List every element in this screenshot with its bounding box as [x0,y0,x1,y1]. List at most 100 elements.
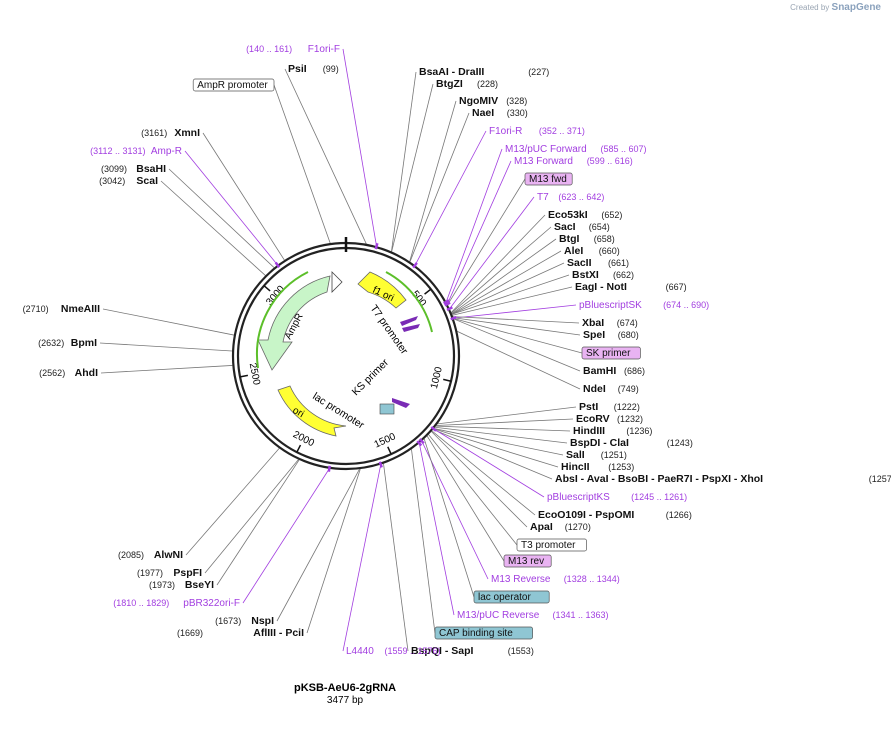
label-name: NaeI [472,107,494,119]
site-label-box[interactable]: CAP binding site [434,626,533,640]
credit-prefix: Created by [790,3,830,12]
site-label-primer[interactable]: M13 Forward (599 .. 616) [514,156,633,167]
connector-line [445,148,503,302]
site-label-enzyme[interactable]: XmnI (3161) [141,127,200,139]
site-label-enzyme[interactable]: PsiI (99) [288,63,339,75]
connector-line [452,286,573,316]
site-label-box[interactable]: M13 fwd [524,172,573,186]
label-position: (585 .. 607) [601,144,647,154]
site-label-enzyme[interactable]: Eco53kI (652) [548,209,622,221]
connector-line [284,68,367,244]
site-label-enzyme[interactable]: BstXI (662) [572,269,634,281]
site-label-enzyme[interactable]: AflIII - PciI (1669) [177,627,304,639]
site-label-enzyme[interactable]: AleI (660) [564,245,620,257]
site-label-enzyme[interactable]: NdeI (749) [583,383,639,395]
label-name: BtgZI [436,78,463,90]
label-name: pBluescriptKS [547,492,610,503]
site-label-enzyme[interactable]: NaeI (330) [472,107,528,119]
label-name: NdeI [583,383,606,395]
site-label-primer[interactable]: T7 (623 .. 642) [537,192,604,203]
site-label-enzyme[interactable]: HindIII (1236) [573,425,652,437]
site-label-enzyme[interactable]: EagI - NotI (667) [575,281,687,293]
credit-brand: SnapGene [831,2,881,13]
primer-mark [450,315,457,321]
site-label-box[interactable]: T3 promoter [516,538,587,552]
connector-line [453,317,581,336]
label-name: CAP binding site [439,628,513,639]
label-name: M13 Forward [514,156,573,167]
label-position: (1977) [137,568,163,578]
label-name: M13/pUC Forward [505,144,587,155]
site-label-enzyme[interactable]: EcoO109I - PspOMI (1266) [538,509,692,521]
site-label-box[interactable]: SK primer [581,346,641,360]
primer-mark [443,299,450,305]
label-position: (228) [477,79,498,89]
connector-line [184,150,278,266]
label-position: (2562) [39,368,65,378]
label-position: (662) [613,270,634,280]
site-label-enzyme[interactable]: SalI (1251) [566,449,627,461]
connector-line [160,180,266,276]
site-label-enzyme[interactable]: SacI (654) [554,221,610,233]
site-label-primer[interactable]: Amp-R (3112 .. 3131) [90,146,182,157]
site-label-primer[interactable]: L4440 (1559 .. 1576) [346,646,441,657]
site-label-enzyme[interactable]: BtgI (658) [559,233,615,245]
site-label-box[interactable]: M13 rev [503,554,552,568]
site-label-enzyme[interactable]: HincII (1253) [561,461,634,473]
connector-line [276,469,360,622]
site-label-enzyme[interactable]: SpeI (680) [583,329,639,341]
label-name: Amp-R [151,146,182,157]
site-label-primer[interactable]: pBR322ori-F (1810 .. 1829) [113,598,240,609]
site-label-primer[interactable]: M13 Reverse (1328 .. 1344) [491,574,620,585]
primer-mark [416,440,423,447]
site-label-primer[interactable]: pBluescriptKS (1245 .. 1261) [547,492,687,503]
label-name: HincII [561,461,590,473]
connector-line [432,429,553,480]
site-label-enzyme[interactable]: BpmI (2632) [38,337,97,349]
site-label-enzyme[interactable]: ScaI (3042) [99,175,158,187]
site-label-primer[interactable]: M13/pUC Forward (585 .. 607) [505,144,647,155]
feature-ampr-arrow[interactable] [257,275,331,371]
site-label-enzyme[interactable]: BspDI - ClaI (1243) [570,437,693,449]
site-label-enzyme[interactable]: BsaAI - DraIII (227) [419,66,549,78]
connector-line [168,168,275,268]
site-label-box[interactable]: lac operator [473,590,550,604]
connector-line [434,426,568,444]
site-label-enzyme[interactable]: SacII (661) [567,257,629,269]
site-label-enzyme[interactable]: NspI (1673) [215,615,274,627]
connector-line [447,160,512,305]
site-label-enzyme[interactable]: BseYI (1973) [149,579,214,591]
site-label-enzyme[interactable]: BsaHI (3099) [101,163,166,175]
site-label-enzyme[interactable]: ApaI (1270) [530,521,591,533]
site-label-enzyme[interactable]: XbaI (674) [582,317,638,329]
site-label-primer[interactable]: M13/pUC Reverse (1341 .. 1363) [457,610,609,621]
site-label-enzyme[interactable]: AbsI - AvaI - BsoBI - PaeR7I - PspXI - X… [555,473,891,485]
site-labels: F1ori-F (140 .. 161) PsiI (99) BsaAI - DraII… [23,44,891,657]
site-label-primer[interactable]: F1ori-F (140 .. 161) [246,44,340,55]
site-label-enzyme[interactable]: PspFI (1977) [137,567,202,579]
site-label-enzyme[interactable]: PstI (1222) [579,401,640,413]
site-label-enzyme[interactable]: EcoRV (1232) [576,413,643,425]
connector-line [306,468,361,634]
scale-tick-label: 3000 [264,283,287,307]
label-name: pBR322ori-F [183,598,240,609]
label-position: (3042) [99,176,125,186]
feature-ori-arrow[interactable] [277,385,347,437]
site-label-primer[interactable]: pBluescriptSK (674 .. 690) [579,300,709,311]
site-label-enzyme[interactable]: BspQI - SapI (1553) [411,645,534,657]
label-position: (2085) [118,550,144,560]
connector-line [421,440,489,580]
site-label-primer[interactable]: F1ori-R (352 .. 371) [489,126,585,137]
site-label-enzyme[interactable]: AlwNI (2085) [118,549,183,561]
site-label-box[interactable]: AmpR promoter [192,78,275,92]
site-label-enzyme[interactable]: BamHI (686) [583,365,645,377]
label-box [503,554,552,568]
label-position: (658) [594,234,615,244]
site-label-enzyme[interactable]: AhdI (2562) [39,367,98,379]
scale-tick-label: 1000 [429,365,445,390]
site-label-enzyme[interactable]: BtgZI (228) [436,78,498,90]
label-position: (99) [323,64,339,74]
feature-f1ori-arrow[interactable] [357,271,407,309]
site-label-enzyme[interactable]: NgoMIV (328) [459,95,527,107]
site-label-enzyme[interactable]: NmeAIII (2710) [23,303,100,315]
